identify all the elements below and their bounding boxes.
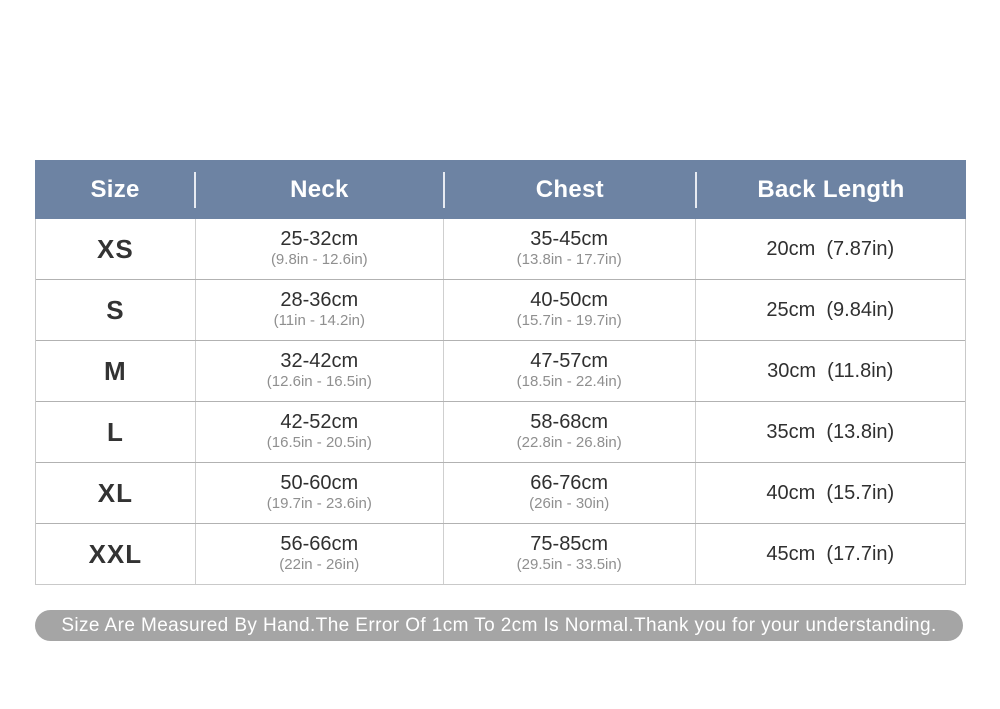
table-row-xxl: XXL 56-66cm (22in - 26in) 75-85cm (29.5i…: [36, 524, 965, 584]
neck-cell: 25-32cm (9.8in - 12.6in): [196, 219, 444, 279]
size-cell: XS: [36, 219, 196, 279]
size-value: XS: [97, 233, 134, 264]
col-header-size: Size: [35, 171, 197, 208]
chest-cm-value: 47-57cm: [530, 350, 609, 373]
size-cell: XXL: [36, 524, 196, 584]
table-body: XS 25-32cm (9.8in - 12.6in) 35-45cm (13.…: [35, 219, 966, 585]
neck-in-value: (19.7in - 23.6in): [266, 495, 372, 513]
col-header-size-label: Size: [90, 175, 140, 203]
back-length-value: 25cm (9.84in): [766, 298, 895, 321]
chest-cm-value: 40-50cm: [530, 289, 609, 312]
chest-cell: 40-50cm (15.7in - 19.7in): [444, 280, 696, 340]
table-row-xs: XS 25-32cm (9.8in - 12.6in) 35-45cm (13.…: [36, 219, 965, 280]
neck-in-value: (9.8in - 12.6in): [270, 251, 368, 269]
neck-cell: 50-60cm (19.7in - 23.6in): [196, 463, 444, 523]
table-row-m: M 32-42cm (12.6in - 16.5in) 47-57cm (18.…: [36, 341, 965, 402]
table-row-s: S 28-36cm (11in - 14.2in) 40-50cm (15.7i…: [36, 280, 965, 341]
size-chart-table: Size Neck Chest Back Length XS 25-32cm (…: [35, 160, 966, 585]
size-value: S: [106, 294, 125, 325]
measurement-disclaimer-text: Size Are Measured By Hand.The Error Of 1…: [61, 614, 937, 636]
back-length-cell: 20cm (7.87in): [696, 219, 965, 279]
chest-in-value: (29.5in - 33.5in): [516, 556, 622, 574]
table-row-xl: XL 50-60cm (19.7in - 23.6in) 66-76cm (26…: [36, 463, 965, 524]
back-length-value: 35cm (13.8in): [766, 420, 895, 443]
neck-cell: 56-66cm (22in - 26in): [196, 524, 444, 584]
neck-cm-value: 50-60cm: [280, 472, 359, 495]
neck-in-value: (11in - 14.2in): [273, 312, 366, 330]
header-divider: [442, 171, 445, 208]
size-value: L: [106, 416, 124, 447]
back-length-value: 30cm (11.8in): [767, 359, 894, 382]
chest-in-value: (15.7in - 19.7in): [516, 312, 622, 330]
back-length-value: 40cm (15.7in): [766, 481, 895, 504]
chest-cell: 66-76cm (26in - 30in): [444, 463, 696, 523]
chest-in-value: (22.8in - 26.8in): [516, 434, 622, 452]
back-length-cell: 45cm (17.7in): [696, 524, 965, 584]
back-length-cell: 30cm (11.8in): [696, 341, 965, 401]
neck-cm-value: 32-42cm: [280, 350, 359, 373]
col-header-neck: Neck: [195, 171, 445, 208]
chest-cm-value: 35-45cm: [530, 228, 609, 251]
col-header-chest-label: Chest: [535, 175, 604, 203]
neck-in-value: (22in - 26in): [279, 556, 360, 574]
size-value: M: [104, 355, 127, 386]
size-value: XXL: [88, 538, 143, 569]
back-length-value: 45cm (17.7in): [766, 542, 895, 565]
size-cell: S: [36, 280, 196, 340]
table-header-row: Size Neck Chest Back Length: [35, 160, 966, 219]
chest-cell: 75-85cm (29.5in - 33.5in): [444, 524, 696, 584]
back-length-cell: 25cm (9.84in): [696, 280, 965, 340]
chest-in-value: (18.5in - 22.4in): [516, 373, 622, 391]
neck-cell: 32-42cm (12.6in - 16.5in): [196, 341, 444, 401]
size-value: XL: [97, 477, 133, 508]
header-divider: [194, 171, 197, 208]
col-header-chest: Chest: [444, 171, 697, 208]
chest-cm-value: 75-85cm: [530, 533, 609, 556]
back-length-cell: 40cm (15.7in): [696, 463, 965, 523]
neck-cell: 42-52cm (16.5in - 20.5in): [196, 402, 444, 462]
chest-cell: 58-68cm (22.8in - 26.8in): [444, 402, 696, 462]
table-row-l: L 42-52cm (16.5in - 20.5in) 58-68cm (22.…: [36, 402, 965, 463]
neck-in-value: (12.6in - 16.5in): [266, 373, 372, 391]
chest-cm-value: 58-68cm: [530, 411, 609, 434]
size-cell: M: [36, 341, 196, 401]
chest-in-value: (26in - 30in): [529, 495, 610, 513]
chest-cm-value: 66-76cm: [530, 472, 609, 495]
chest-in-value: (13.8in - 17.7in): [516, 251, 622, 269]
header-divider: [694, 171, 697, 208]
neck-in-value: (16.5in - 20.5in): [266, 434, 372, 452]
col-header-back-length: Back Length: [696, 176, 966, 204]
neck-cm-value: 56-66cm: [280, 533, 359, 556]
back-length-cell: 35cm (13.8in): [696, 402, 965, 462]
neck-cm-value: 42-52cm: [280, 411, 359, 434]
chest-cell: 35-45cm (13.8in - 17.7in): [444, 219, 696, 279]
size-cell: L: [36, 402, 196, 462]
chest-cell: 47-57cm (18.5in - 22.4in): [444, 341, 696, 401]
col-header-neck-label: Neck: [290, 175, 349, 203]
neck-cm-value: 28-36cm: [280, 289, 359, 312]
size-cell: XL: [36, 463, 196, 523]
col-header-back-length-label: Back Length: [757, 175, 905, 203]
neck-cm-value: 25-32cm: [280, 228, 359, 251]
back-length-value: 20cm (7.87in): [766, 237, 895, 260]
neck-cell: 28-36cm (11in - 14.2in): [196, 280, 444, 340]
measurement-disclaimer: Size Are Measured By Hand.The Error Of 1…: [35, 610, 963, 641]
